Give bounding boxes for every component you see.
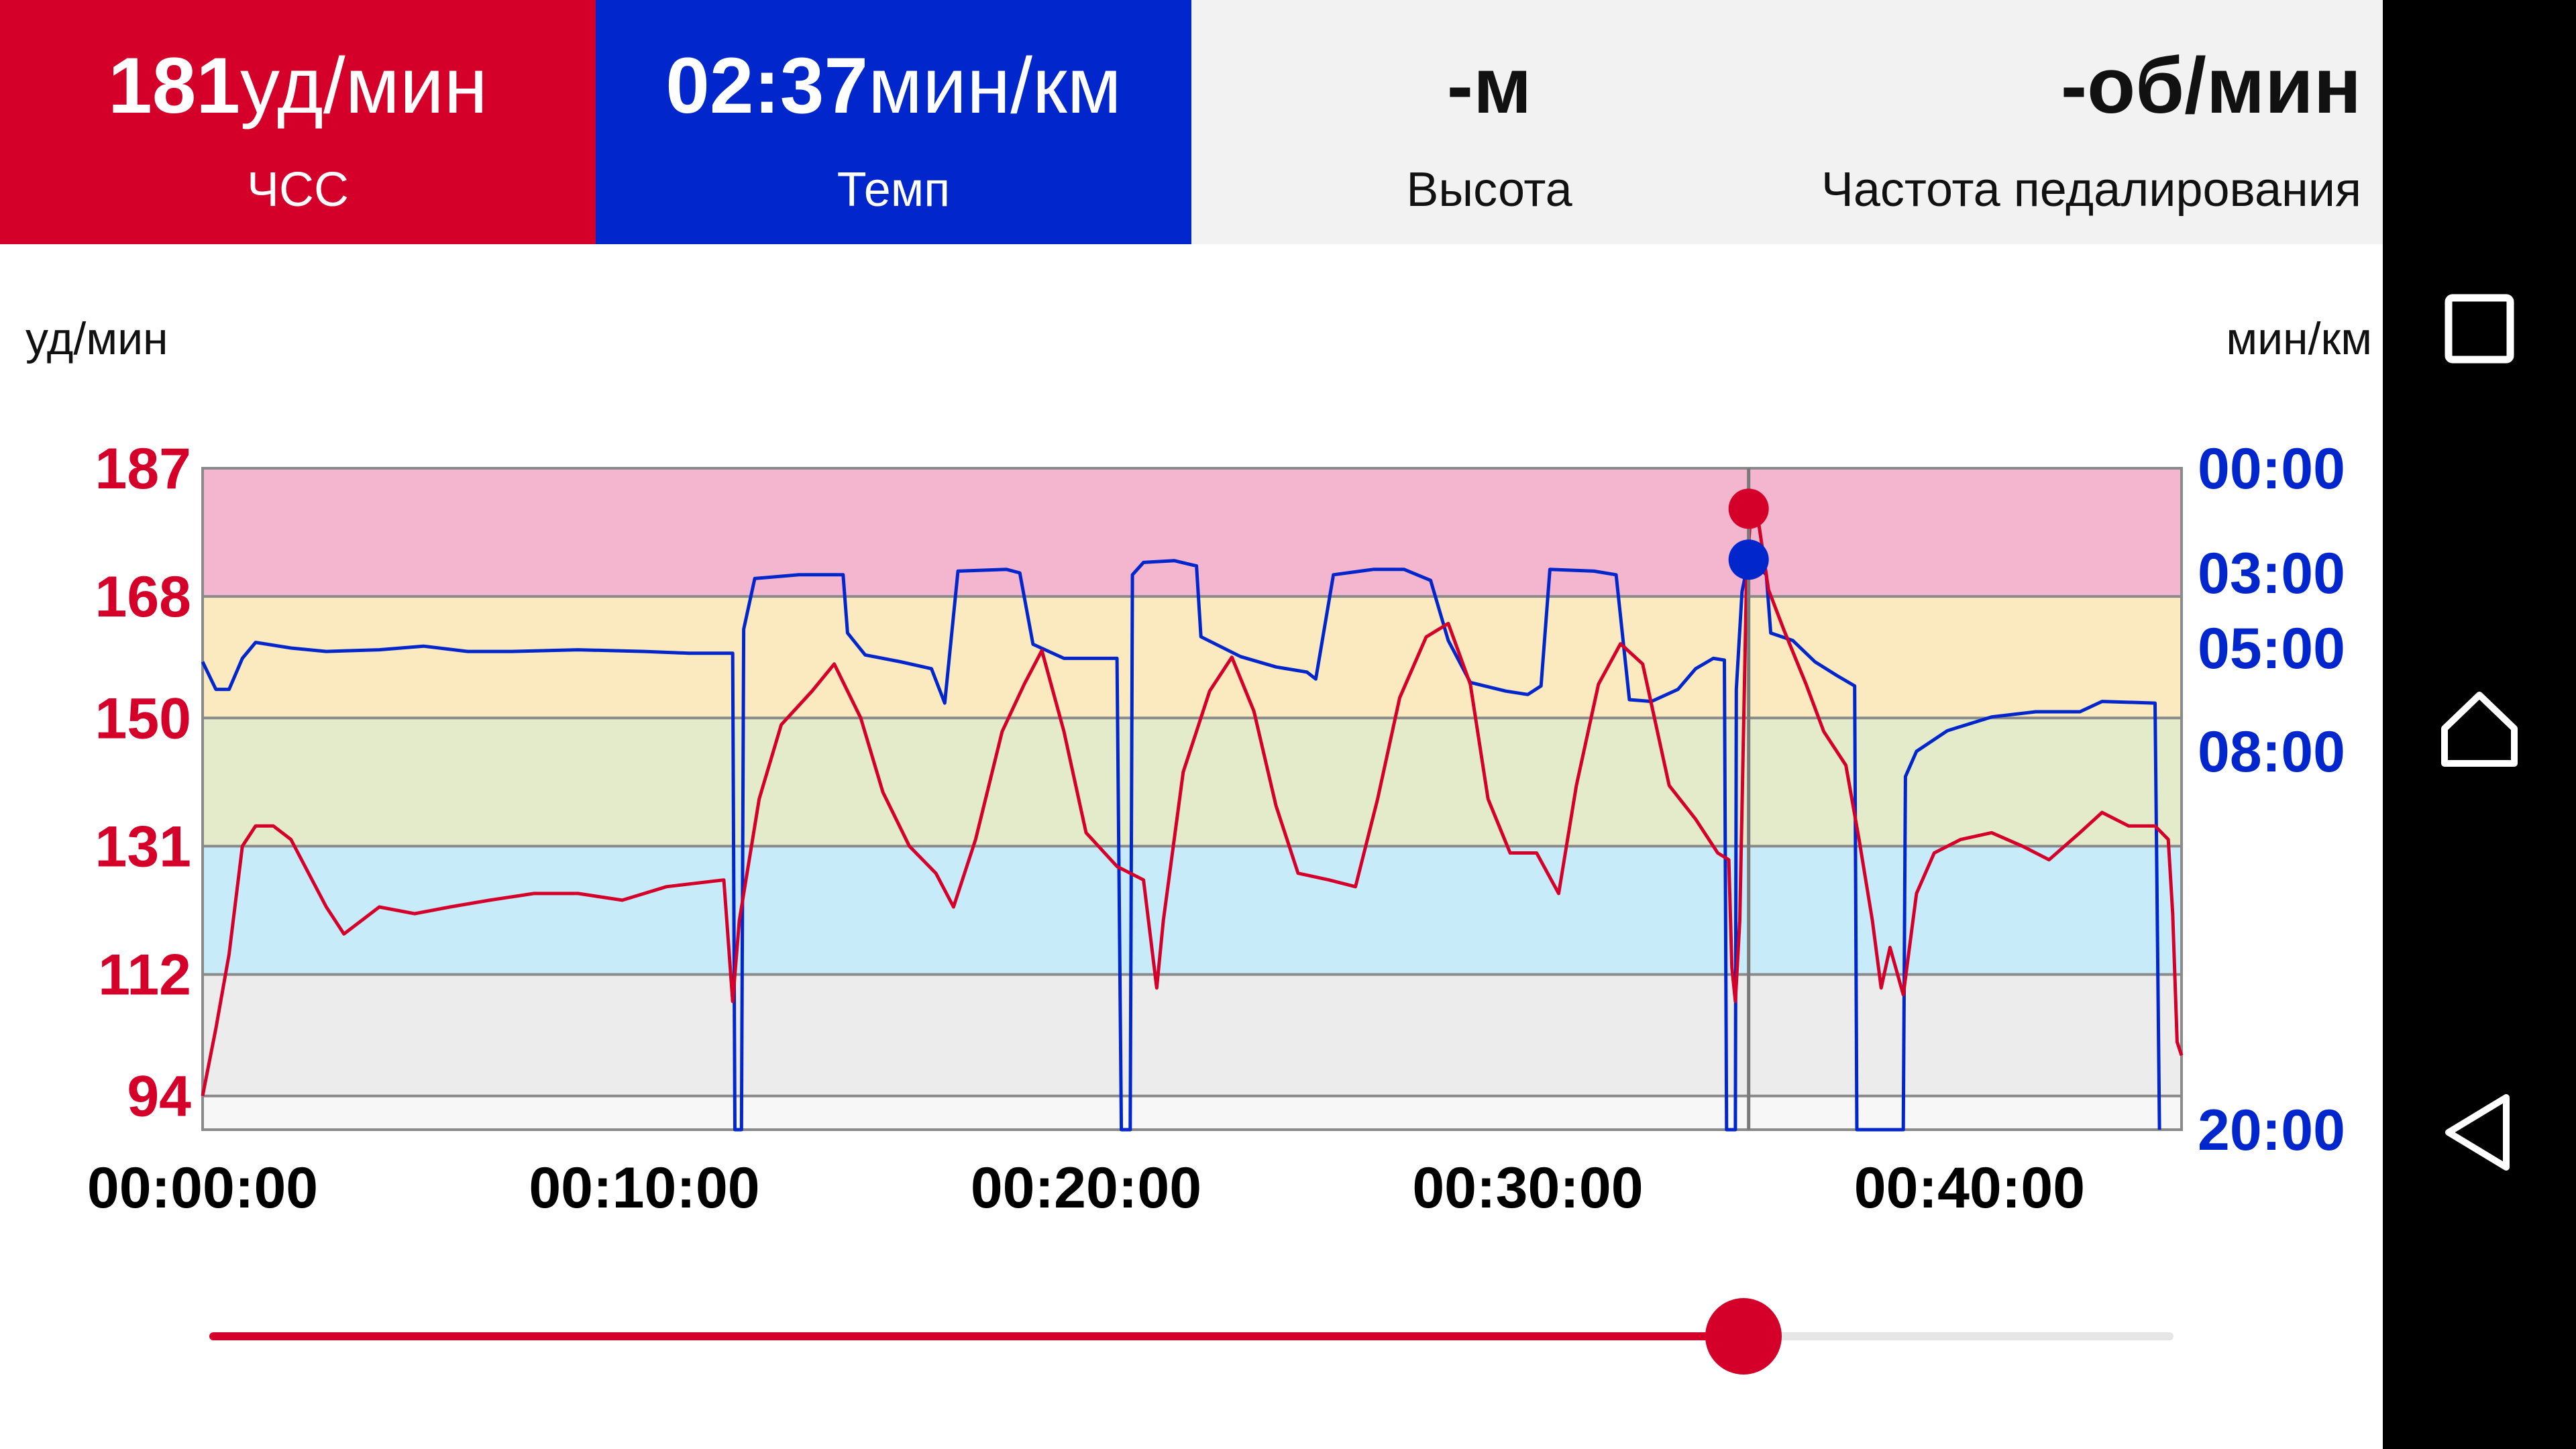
- pace-cursor-dot: [1728, 539, 1769, 580]
- left-axis-tick-label: 168: [95, 565, 192, 629]
- chart-axis-labels: уд/мин мин/км 187 168 150 131 112 94 00:00 03:00 0…: [25, 313, 2372, 1220]
- heart-rate-tile[interactable]: 181уд/мин ЧСС: [0, 0, 596, 244]
- metrics-header: 181уд/мин ЧСС 02:37мин/км Темп -м Высота…: [0, 0, 2383, 244]
- android-navigation-bar: [2383, 0, 2576, 1449]
- right-axis-tick-label: 20:00: [2198, 1098, 2345, 1163]
- x-axis-tick-label: 00:40:00: [1854, 1156, 2085, 1220]
- x-axis-tick-label: 00:20:00: [971, 1156, 1201, 1220]
- right-axis-tick-label: 00:00: [2198, 437, 2345, 501]
- home-icon[interactable]: [2439, 688, 2520, 769]
- cadence-label: Частота педалирования: [1821, 163, 2361, 217]
- cadence-value: -: [2060, 42, 2088, 130]
- left-axis-tick-label: 131: [95, 814, 192, 879]
- hr-zone-band: [203, 596, 2182, 718]
- altitude-value-line: -м: [1191, 39, 1787, 133]
- altitude-label: Высота: [1406, 163, 1572, 217]
- timeline-slider-progress: [209, 1332, 1743, 1340]
- right-axis-unit-label: мин/км: [2226, 313, 2372, 364]
- timeline-slider[interactable]: [209, 1298, 2174, 1375]
- pace-value-line: 02:37мин/км: [596, 39, 1191, 133]
- heart-rate-value: 181: [108, 42, 240, 130]
- altitude-tile[interactable]: -м Высота: [1191, 0, 1787, 244]
- pace-line: [201, 557, 2161, 1132]
- plot-frame: [201, 467, 2183, 1131]
- right-axis-tick-label: 08:00: [2198, 720, 2345, 784]
- app-screen: 181уд/мин ЧСС 02:37мин/км Темп -м Высота…: [0, 0, 2383, 1375]
- hr-zone-band: [203, 974, 2182, 1096]
- altitude-value: -: [1446, 42, 1473, 130]
- back-icon[interactable]: [2439, 1092, 2520, 1173]
- x-axis-tick-label: 00:00:00: [87, 1156, 318, 1220]
- hr-pace-chart[interactable]: уд/мин мин/км 187 168 150 131 112 94 00:00 03:00 0…: [0, 244, 2383, 1291]
- timeline-slider-thumb[interactable]: [1705, 1298, 1782, 1375]
- right-axis-tick-label: 05:00: [2198, 616, 2345, 681]
- left-axis-tick-label: 94: [127, 1065, 191, 1129]
- hr-zone-band: [203, 1095, 2182, 1130]
- cadence-unit: об/мин: [2087, 42, 2361, 130]
- left-axis-tick-label: 187: [95, 437, 192, 501]
- x-axis-tick-label: 00:30:00: [1412, 1156, 1643, 1220]
- heart-rate-line: [201, 506, 2184, 1097]
- hr-zone-band: [203, 468, 2182, 597]
- hr-zones: [203, 468, 2182, 1130]
- pace-unit: мин/км: [868, 42, 1122, 130]
- heart-rate-unit: уд/мин: [239, 42, 488, 130]
- pace-tile[interactable]: 02:37мин/км Темп: [596, 0, 1191, 244]
- left-axis-tick-label: 112: [98, 943, 191, 1008]
- heart-rate-label: ЧСС: [247, 163, 349, 217]
- left-axis-unit-label: уд/мин: [25, 313, 168, 364]
- heart-rate-cursor-dot: [1728, 488, 1769, 529]
- altitude-unit: м: [1473, 42, 1532, 130]
- chart-grid: [201, 467, 2183, 1131]
- hr-zone-band: [203, 846, 2182, 975]
- pace-label: Темп: [837, 163, 951, 217]
- cadence-tile[interactable]: -об/мин Частота педалирования: [1787, 0, 2383, 244]
- recent-apps-icon[interactable]: [2439, 288, 2520, 369]
- hr-zone-band: [203, 718, 2182, 847]
- chart-series: [201, 506, 2184, 1132]
- chart-cursor: [1728, 468, 1769, 1130]
- x-axis-tick-label: 00:10:00: [529, 1156, 759, 1220]
- right-axis-tick-label: 03:00: [2198, 541, 2345, 606]
- left-axis-tick-label: 150: [95, 686, 192, 751]
- cadence-value-line: -об/мин: [2061, 39, 2361, 133]
- pace-value: 02:37: [665, 42, 869, 130]
- heart-rate-value-line: 181уд/мин: [0, 39, 596, 133]
